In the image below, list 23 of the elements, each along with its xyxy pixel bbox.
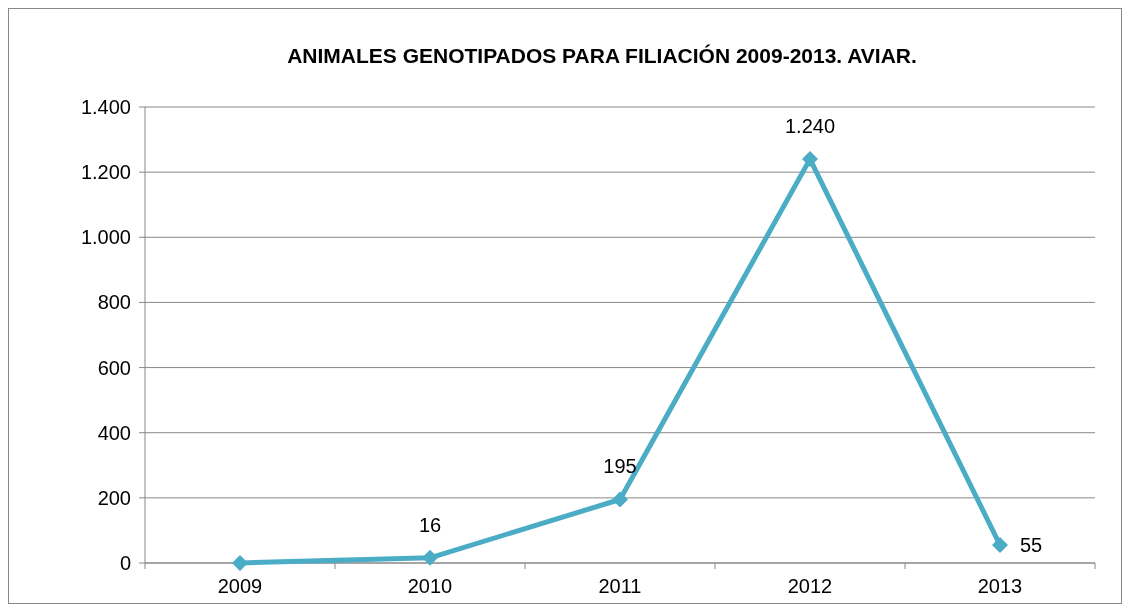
y-tick-label: 600 bbox=[97, 356, 131, 379]
y-tick-label: 1.000 bbox=[80, 226, 131, 249]
y-tick-label: 1.400 bbox=[80, 96, 131, 118]
data-label: 55 bbox=[1020, 534, 1043, 557]
x-tick-label: 2013 bbox=[977, 575, 1023, 597]
data-label: 1.240 bbox=[784, 115, 836, 138]
point bbox=[612, 491, 628, 508]
x-tick-label: 2009 bbox=[217, 575, 263, 597]
x-tick-label: 2012 bbox=[787, 575, 833, 597]
data-label: 16 bbox=[418, 513, 442, 536]
y-tick-label: 200 bbox=[97, 486, 131, 509]
y-tick-label: 800 bbox=[97, 291, 131, 314]
y-tick-label: 400 bbox=[97, 421, 131, 444]
data-label: 195 bbox=[603, 455, 637, 478]
point bbox=[992, 537, 1008, 554]
point bbox=[422, 549, 438, 566]
y-tick-label: 1.200 bbox=[80, 161, 131, 184]
x-tick-label: 2011 bbox=[598, 575, 642, 597]
chart-title: ANIMALES GENOTIPADOS PARA FILIACIÓN 2009-2013. AVIAR. bbox=[287, 44, 917, 67]
point bbox=[802, 151, 818, 168]
y-tick-label: 0 bbox=[119, 552, 131, 574]
x-tick-label: 2010 bbox=[407, 575, 453, 597]
point bbox=[232, 555, 248, 571]
